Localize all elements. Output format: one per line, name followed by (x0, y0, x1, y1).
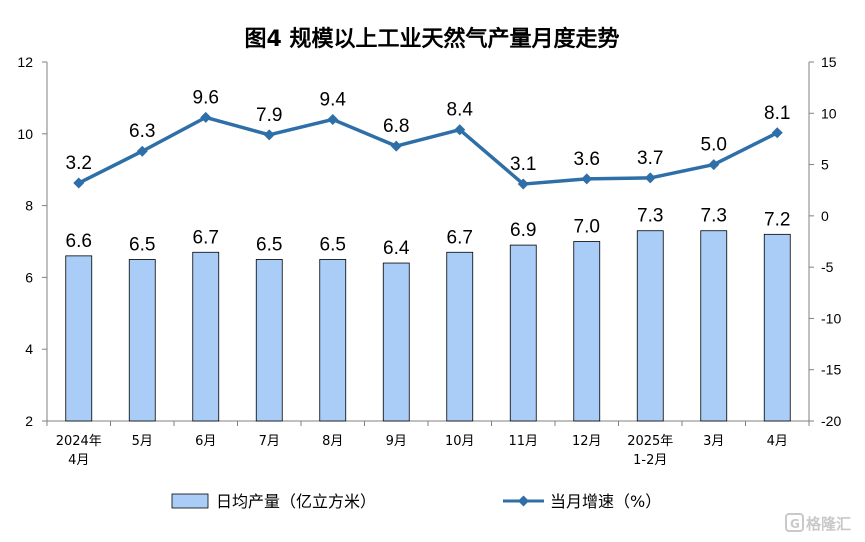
x-tick-label: 7月 (259, 434, 280, 449)
bar (700, 230, 728, 422)
bar-value-label: 6.9 (510, 220, 536, 241)
bar (192, 251, 220, 422)
legend-line-label: 当月增速（%） (550, 492, 661, 511)
x-tick-label: 4月 (68, 453, 89, 468)
right-tick-label: -15 (821, 362, 841, 378)
bar-value-label: 7.0 (574, 217, 600, 238)
x-ticks: 2024年 4月 5月 6月 7月 8月 9月 10月 11月 12月 2025年 1-2月 3月 4月 (46, 421, 810, 468)
g-logo-letter: G (790, 517, 800, 531)
right-tick-label: 10 (821, 105, 837, 121)
line-marker (327, 113, 339, 125)
line-value-label: 3.1 (510, 154, 536, 175)
bar (763, 233, 791, 422)
line-value-label: 9.6 (193, 87, 219, 108)
line-series (73, 111, 783, 190)
line-marker (200, 111, 212, 123)
right-tick-label: 5 (821, 157, 829, 173)
line-marker (581, 173, 593, 185)
legend: 日均产量（亿立方米） 当月增速（%） (171, 492, 661, 511)
x-tick-label: 1-2月 (633, 453, 667, 468)
x-tick-label: 3月 (703, 434, 724, 449)
line-value-label: 8.4 (447, 100, 474, 121)
x-tick-label: 6月 (195, 434, 216, 449)
right-tick-label: 15 (821, 54, 837, 70)
bar (446, 251, 474, 422)
line-marker (644, 172, 656, 184)
line-marker (708, 159, 720, 171)
left-tick-label: 2 (25, 413, 33, 429)
right-tick-label: -20 (821, 413, 841, 429)
bar (509, 244, 537, 422)
x-tick-label: 9月 (386, 434, 407, 449)
line-marker (136, 145, 148, 157)
line-value-label: 3.7 (637, 148, 663, 169)
watermark-text: 格隆汇 (806, 515, 851, 533)
line-value-label: 6.8 (383, 116, 409, 137)
x-tick-label: 2025年 (627, 434, 673, 449)
x-tick-label: 10月 (445, 434, 475, 449)
bar-value-label: 6.7 (193, 227, 219, 248)
bar-value-label: 6.5 (320, 234, 346, 255)
x-tick-label: 5月 (132, 434, 153, 449)
line-data-labels: 3.2 6.3 9.6 7.9 9.4 6.8 8.4 3.1 3.6 3.7 5.0 8.1 (66, 87, 791, 175)
x-tick-label: 12月 (572, 434, 602, 449)
right-tick-label: -5 (821, 259, 834, 275)
growth-line (77, 115, 779, 186)
right-tick-label: -10 (821, 310, 841, 326)
bar-value-label: 6.6 (66, 231, 92, 252)
left-y-ticks: 2 4 6 8 10 12 (17, 54, 47, 429)
right-tick-label: 0 (821, 208, 829, 224)
left-tick-label: 10 (17, 126, 33, 142)
line-value-label: 7.9 (256, 105, 282, 126)
g-logo-icon (785, 513, 804, 532)
line-marker (263, 129, 275, 141)
bar (573, 241, 601, 422)
line-value-label: 8.1 (764, 103, 790, 124)
line-marker (390, 140, 402, 152)
left-tick-label: 12 (17, 54, 33, 70)
line-value-label: 9.4 (320, 89, 347, 110)
bar-value-label: 6.7 (447, 227, 473, 248)
bar-value-label: 6.5 (129, 234, 155, 255)
x-tick-label: 11月 (508, 434, 538, 449)
bar-value-label: 7.3 (701, 206, 727, 227)
x-tick-label: 4月 (767, 434, 788, 449)
x-tick-label: 8月 (322, 434, 343, 449)
x-tick-label: 2024年 (56, 434, 102, 449)
legend-line-marker (518, 495, 529, 507)
right-y-ticks: -20 -15 -10 -5 0 5 10 15 (809, 54, 841, 429)
line-marker (517, 178, 529, 190)
bar (382, 262, 410, 422)
line-marker (73, 177, 85, 189)
bar (636, 230, 664, 422)
line-value-label: 3.2 (66, 153, 92, 174)
bar (65, 255, 93, 422)
bar (128, 259, 156, 422)
line-marker (771, 127, 783, 139)
bar-value-label: 6.4 (383, 238, 410, 259)
line-value-label: 6.3 (129, 121, 155, 142)
legend-bar-label: 日均产量（亿立方米） (216, 492, 376, 511)
chart-title: 图4 规模以上工业天然气产量月度走势 (245, 26, 620, 52)
line-value-label: 5.0 (701, 135, 727, 156)
left-tick-label: 6 (25, 269, 33, 285)
bar-data-labels: 6.6 6.5 6.7 6.5 6.5 6.4 6.7 6.9 7.0 7.3 7.3 7.2 (66, 206, 791, 259)
left-tick-label: 8 (25, 198, 33, 214)
bar (319, 259, 347, 422)
bar-value-label: 7.3 (637, 206, 663, 227)
bar-value-label: 7.2 (764, 209, 790, 230)
bar-value-label: 6.5 (256, 234, 282, 255)
watermark: G 格隆汇 (785, 513, 851, 533)
line-marker (454, 124, 466, 136)
left-tick-label: 4 (25, 341, 33, 357)
bar (255, 259, 283, 422)
line-value-label: 3.6 (574, 149, 600, 170)
legend-bar-swatch (171, 493, 209, 509)
bar-series (65, 230, 791, 422)
